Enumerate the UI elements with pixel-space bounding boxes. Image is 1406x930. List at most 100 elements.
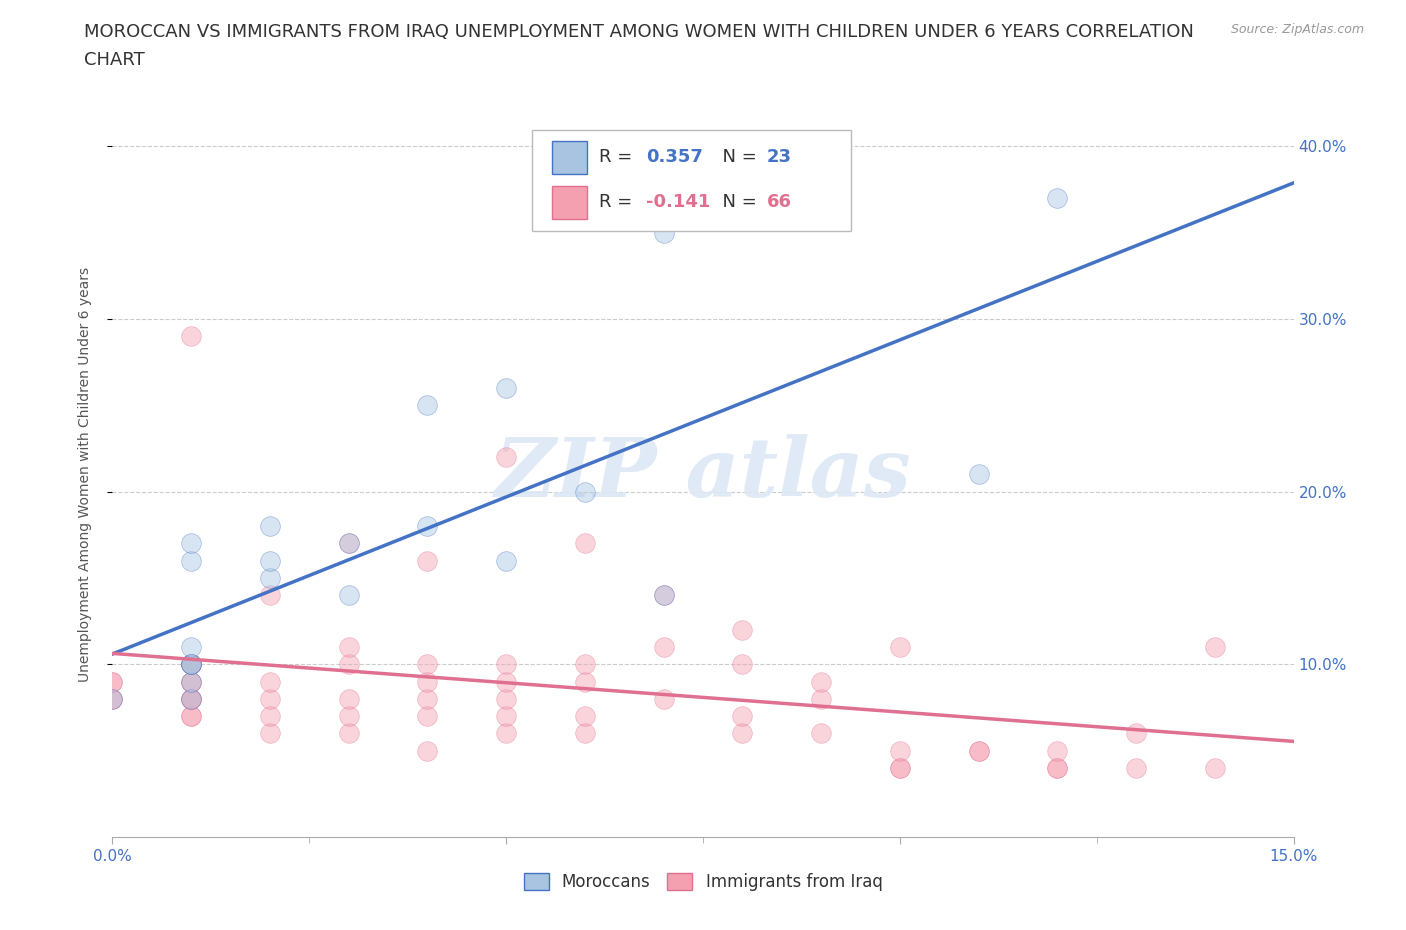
Point	[101, 691, 124, 706]
Point	[416, 398, 439, 413]
Point	[416, 553, 439, 568]
Point	[180, 709, 202, 724]
Point	[180, 691, 202, 706]
Point	[101, 674, 124, 689]
Point	[652, 588, 675, 603]
Point	[180, 674, 202, 689]
Point	[1125, 726, 1147, 741]
Point	[574, 657, 596, 671]
Point	[180, 709, 202, 724]
Point	[259, 726, 281, 741]
Point	[1046, 743, 1069, 758]
Text: 66: 66	[766, 193, 792, 211]
Point	[180, 674, 202, 689]
Point	[337, 709, 360, 724]
Point	[810, 726, 832, 741]
Point	[967, 743, 990, 758]
Point	[259, 570, 281, 585]
Point	[337, 536, 360, 551]
Point	[889, 761, 911, 776]
Point	[180, 657, 202, 671]
Point	[889, 640, 911, 655]
Point	[495, 691, 517, 706]
Point	[967, 743, 990, 758]
Point	[731, 726, 754, 741]
Point	[180, 536, 202, 551]
Point	[259, 588, 281, 603]
Point	[495, 709, 517, 724]
Point	[180, 640, 202, 655]
Point	[180, 553, 202, 568]
Point	[416, 674, 439, 689]
Point	[652, 588, 675, 603]
Point	[259, 674, 281, 689]
Text: MOROCCAN VS IMMIGRANTS FROM IRAQ UNEMPLOYMENT AMONG WOMEN WITH CHILDREN UNDER 6 : MOROCCAN VS IMMIGRANTS FROM IRAQ UNEMPLO…	[84, 23, 1194, 41]
Point	[337, 657, 360, 671]
Point	[180, 657, 202, 671]
Point	[259, 709, 281, 724]
Point	[574, 485, 596, 499]
Legend: Moroccans, Immigrants from Iraq: Moroccans, Immigrants from Iraq	[513, 863, 893, 901]
Point	[1125, 761, 1147, 776]
Point	[337, 588, 360, 603]
Point	[180, 657, 202, 671]
Point	[495, 449, 517, 464]
Text: CHART: CHART	[84, 51, 145, 69]
Point	[495, 657, 517, 671]
Text: N =: N =	[711, 193, 763, 211]
Point	[495, 674, 517, 689]
Point	[574, 674, 596, 689]
Point	[574, 709, 596, 724]
Point	[574, 726, 596, 741]
Point	[101, 691, 124, 706]
Point	[889, 743, 911, 758]
Text: 0.357: 0.357	[647, 148, 703, 166]
FancyBboxPatch shape	[531, 130, 851, 232]
Point	[180, 691, 202, 706]
Text: N =: N =	[711, 148, 763, 166]
Point	[810, 674, 832, 689]
Point	[652, 691, 675, 706]
Point	[495, 553, 517, 568]
Point	[652, 640, 675, 655]
Y-axis label: Unemployment Among Women with Children Under 6 years: Unemployment Among Women with Children U…	[77, 267, 91, 682]
Point	[1046, 191, 1069, 206]
Point	[416, 709, 439, 724]
Text: -0.141: -0.141	[647, 193, 710, 211]
Point	[337, 726, 360, 741]
Point	[574, 536, 596, 551]
Point	[1046, 761, 1069, 776]
Point	[731, 709, 754, 724]
Point	[101, 691, 124, 706]
Point	[259, 691, 281, 706]
Text: 23: 23	[766, 148, 792, 166]
Point	[337, 691, 360, 706]
Point	[259, 553, 281, 568]
Point	[1046, 761, 1069, 776]
Point	[731, 657, 754, 671]
FancyBboxPatch shape	[551, 141, 588, 174]
Point	[810, 691, 832, 706]
Point	[180, 657, 202, 671]
Point	[1204, 761, 1226, 776]
Point	[337, 640, 360, 655]
Point	[259, 519, 281, 534]
Text: ZIP atlas: ZIP atlas	[495, 434, 911, 514]
Point	[652, 225, 675, 240]
Point	[180, 328, 202, 343]
Point	[180, 657, 202, 671]
Point	[495, 726, 517, 741]
FancyBboxPatch shape	[551, 186, 588, 219]
Point	[180, 657, 202, 671]
Point	[416, 691, 439, 706]
Point	[495, 380, 517, 395]
Point	[731, 622, 754, 637]
Text: R =: R =	[599, 193, 638, 211]
Point	[180, 691, 202, 706]
Point	[1204, 640, 1226, 655]
Point	[337, 536, 360, 551]
Point	[416, 519, 439, 534]
Point	[416, 743, 439, 758]
Point	[967, 467, 990, 482]
Point	[889, 761, 911, 776]
